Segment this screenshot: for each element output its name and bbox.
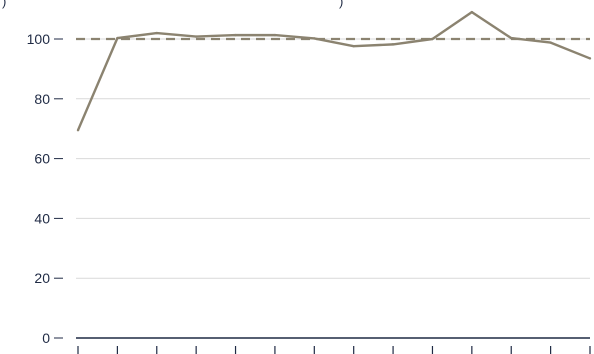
data-point	[588, 57, 592, 60]
x-axis	[76, 337, 591, 354]
data-point	[510, 36, 513, 40]
data-point	[391, 43, 395, 46]
y-tick-label: 60	[34, 151, 50, 167]
series-group	[76, 10, 592, 132]
data-point	[431, 37, 434, 41]
grid-lines	[76, 38, 590, 279]
data-point	[234, 33, 237, 37]
data-point	[116, 36, 119, 40]
data-point	[155, 31, 158, 35]
data-point	[273, 33, 277, 37]
top-fragments: ) )	[2, 0, 343, 9]
data-point	[194, 35, 198, 38]
data-point	[352, 44, 355, 48]
y-tick-label: 20	[34, 270, 50, 286]
data-point	[470, 10, 474, 14]
series-line	[76, 10, 591, 131]
y-tick-label: 40	[34, 210, 50, 226]
y-tick-label: 0	[42, 330, 50, 346]
top-fragment-1: )	[2, 0, 6, 9]
data-point	[76, 128, 80, 132]
data-point	[313, 37, 316, 40]
y-tick-label: 80	[34, 91, 50, 107]
data-point	[549, 41, 552, 44]
y-tick-label: 100	[27, 31, 51, 47]
y-axis: 0 20 40 60 80 100	[27, 31, 63, 346]
top-fragment-2: )	[339, 0, 343, 9]
